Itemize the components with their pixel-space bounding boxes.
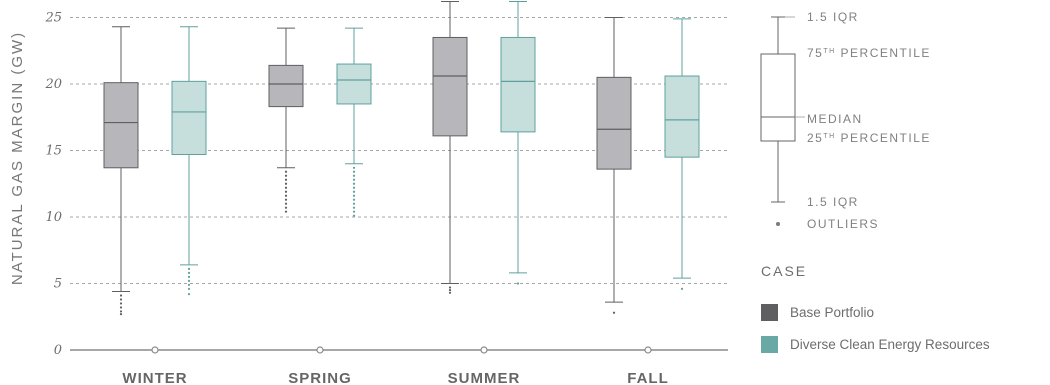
iqr-box [596, 76, 632, 170]
key-label-outliers: OUTLIERS [807, 217, 880, 231]
y-tick-label: 10 [45, 210, 62, 225]
outlier-point [187, 275, 191, 278]
box-fall-base [596, 17, 632, 314]
outlier-point [119, 312, 123, 316]
box-winter-base [103, 26, 139, 316]
outlier-point [187, 267, 191, 270]
outlier-point [119, 310, 123, 313]
iqr-box [500, 36, 536, 133]
legend-swatch-diverse [761, 335, 778, 353]
outlier-point [352, 166, 356, 169]
legend-item-base-portfolio: Base Portfolio [761, 303, 874, 321]
box-winter-diverse [171, 26, 207, 296]
outlier-point [119, 294, 123, 297]
box-spring-diverse [336, 27, 372, 217]
outlier-point [352, 206, 356, 209]
box-summer-base [432, 1, 468, 294]
outlier-point [187, 293, 191, 296]
box-key-diagram [760, 16, 805, 226]
outlier-point [119, 298, 123, 301]
outlier-point [612, 311, 616, 314]
x-tick-label: WINTER [122, 370, 187, 385]
outlier-point [352, 178, 356, 181]
x-tick-label: FALL [627, 370, 669, 385]
x-tick-label: SPRING [288, 370, 352, 385]
outlier-point [448, 289, 452, 292]
outlier-point [284, 198, 288, 201]
iqr-box [432, 36, 468, 137]
y-tick-label: 5 [54, 277, 62, 292]
iqr-box [268, 64, 304, 108]
outlier-point [284, 182, 288, 185]
iqr-box [336, 63, 372, 105]
key-label-25th: 25TH PERCENTILE [807, 131, 931, 145]
y-tick-label: 25 [44, 11, 62, 26]
y-axis-ticks: 0 5 10 15 20 25 [44, 11, 62, 359]
outlier-point [284, 186, 288, 189]
legend-item-diverse-clean: Diverse Clean Energy Resources [761, 335, 990, 353]
y-tick-label: 15 [45, 144, 62, 159]
iqr-box [664, 75, 700, 158]
outlier-point [284, 206, 288, 209]
outlier-point [448, 286, 452, 289]
key-box [760, 53, 796, 142]
iqr-box [171, 80, 207, 155]
y-tick-label: 20 [44, 77, 62, 92]
outlier-point [284, 170, 288, 173]
outlier-point [284, 210, 288, 213]
outlier-point [187, 271, 191, 274]
outlier-point [284, 202, 288, 205]
outlier-point [284, 190, 288, 193]
outlier-point [119, 306, 123, 309]
outlier-point [352, 186, 356, 189]
outlier-point [284, 174, 288, 177]
outlier-point [352, 170, 356, 173]
x-axis-tick-marker [151, 346, 159, 354]
outlier-point [352, 202, 356, 205]
outlier-point [284, 194, 288, 197]
legend-panel: 1.5 IQR 75TH PERCENTILE MEDIAN 25TH PERC… [745, 0, 1050, 385]
key-label-median: MEDIAN [807, 112, 863, 126]
box-fall-diverse [664, 18, 700, 290]
box-series [103, 1, 700, 316]
key-label-upper-iqr: 1.5 IQR [807, 10, 859, 24]
iqr-box [103, 82, 139, 169]
x-axis-tick-marker [480, 346, 488, 354]
key-outlier-dot [776, 222, 780, 226]
outlier-point [119, 302, 123, 305]
outlier-point [352, 214, 356, 217]
key-label-75th: 75TH PERCENTILE [807, 46, 931, 60]
box-spring-base [268, 27, 304, 213]
outlier-point [187, 283, 191, 286]
key-label-lower-iqr: 1.5 IQR [807, 195, 859, 209]
x-axis: WINTER SPRING SUMMER FALL [70, 346, 728, 385]
outlier-point [352, 210, 356, 213]
outlier-point [187, 279, 191, 282]
outlier-point [352, 174, 356, 177]
y-tick-label: 0 [54, 343, 62, 358]
x-axis-tick-marker [316, 346, 324, 354]
x-axis-tick-marker [644, 346, 652, 354]
outlier-point [284, 178, 288, 181]
x-tick-label: SUMMER [448, 370, 521, 385]
outlier-point [352, 194, 356, 197]
outlier-point [352, 182, 356, 185]
box-summer-diverse [500, 1, 536, 285]
outlier-point [680, 287, 684, 290]
legend-swatch-base [761, 303, 778, 321]
outlier-point [352, 198, 356, 201]
outlier-point [352, 190, 356, 193]
y-axis-label: NATURAL GAS MARGIN (GW) [9, 31, 26, 285]
outlier-point [187, 287, 191, 290]
legend-title: CASE [761, 263, 808, 279]
outlier-point [448, 291, 452, 294]
legend-label-base: Base Portfolio [790, 304, 875, 320]
outlier-point [516, 282, 520, 285]
legend-label-diverse: Diverse Clean Energy Resources [790, 336, 990, 352]
box-plot-chart: 0 5 10 15 20 25 NATURAL GAS MARGIN (GW) WINTE… [9, 1, 728, 385]
